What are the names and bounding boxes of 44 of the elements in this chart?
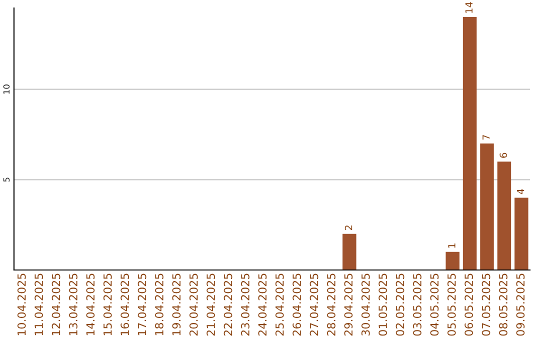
x-tick-label: 22.04.2025 <box>224 274 232 336</box>
data-label: 2 <box>344 226 352 230</box>
x-tick-label: 30.04.2025 <box>361 274 370 336</box>
x-tick-label: 29.04.2025 <box>344 274 353 336</box>
x-tick-label: 28.04.2025 <box>327 274 336 336</box>
x-tick-label: 12.04.2025 <box>52 274 60 336</box>
x-tick-label: 23.04.2025 <box>241 274 250 336</box>
x-tick-label: 10.04.2025 <box>17 274 26 336</box>
bar <box>497 162 512 270</box>
x-tick-label: 08.05.2025 <box>499 274 508 336</box>
x-tick-label: 26.04.2025 <box>292 274 302 336</box>
x-tick-label: 07.05.2025 <box>482 274 490 336</box>
y-tick-label: 10 <box>3 84 10 94</box>
x-tick-label: 27.04.2025 <box>310 274 318 336</box>
y-tick-label: 5 <box>3 178 10 182</box>
x-tick-label: 15.04.2025 <box>103 274 112 336</box>
x-tick-label: 06.05.2025 <box>464 274 474 336</box>
x-tick-label: 19.04.2025 <box>172 274 181 336</box>
bar <box>514 198 528 270</box>
x-tick-label: 03.05.2025 <box>413 274 422 336</box>
bar <box>342 234 356 270</box>
x-tick-label: 09.05.2025 <box>516 274 525 336</box>
x-tick-label: 02.05.2025 <box>396 274 404 336</box>
x-tick-label: 05.05.2025 <box>447 274 456 336</box>
data-label: 7 <box>482 135 490 140</box>
data-label: 1 <box>448 244 456 248</box>
x-tick-label: 18.04.2025 <box>155 274 164 336</box>
bar <box>480 144 494 270</box>
x-tick-label: 04.05.2025 <box>430 274 439 336</box>
x-tick-label: 17.04.2025 <box>138 274 146 336</box>
x-tick-label: 16.04.2025 <box>120 274 130 336</box>
x-tick-label: 11.04.2025 <box>34 274 44 336</box>
data-label: 14 <box>465 2 472 13</box>
bar <box>462 17 477 270</box>
x-tick-label: 20.04.2025 <box>189 274 198 336</box>
x-tick-label: 13.04.2025 <box>69 274 78 336</box>
x-tick-label: 01.05.2025 <box>378 274 388 336</box>
x-tick-label: 14.04.2025 <box>86 274 95 336</box>
x-tick-label: 25.04.2025 <box>275 274 284 336</box>
x-tick-label: 24.04.2025 <box>258 274 267 336</box>
x-tick-label: 21.04.2025 <box>206 274 216 336</box>
bar <box>446 252 460 270</box>
data-label: 4 <box>516 188 524 194</box>
data-label: 6 <box>500 152 508 158</box>
